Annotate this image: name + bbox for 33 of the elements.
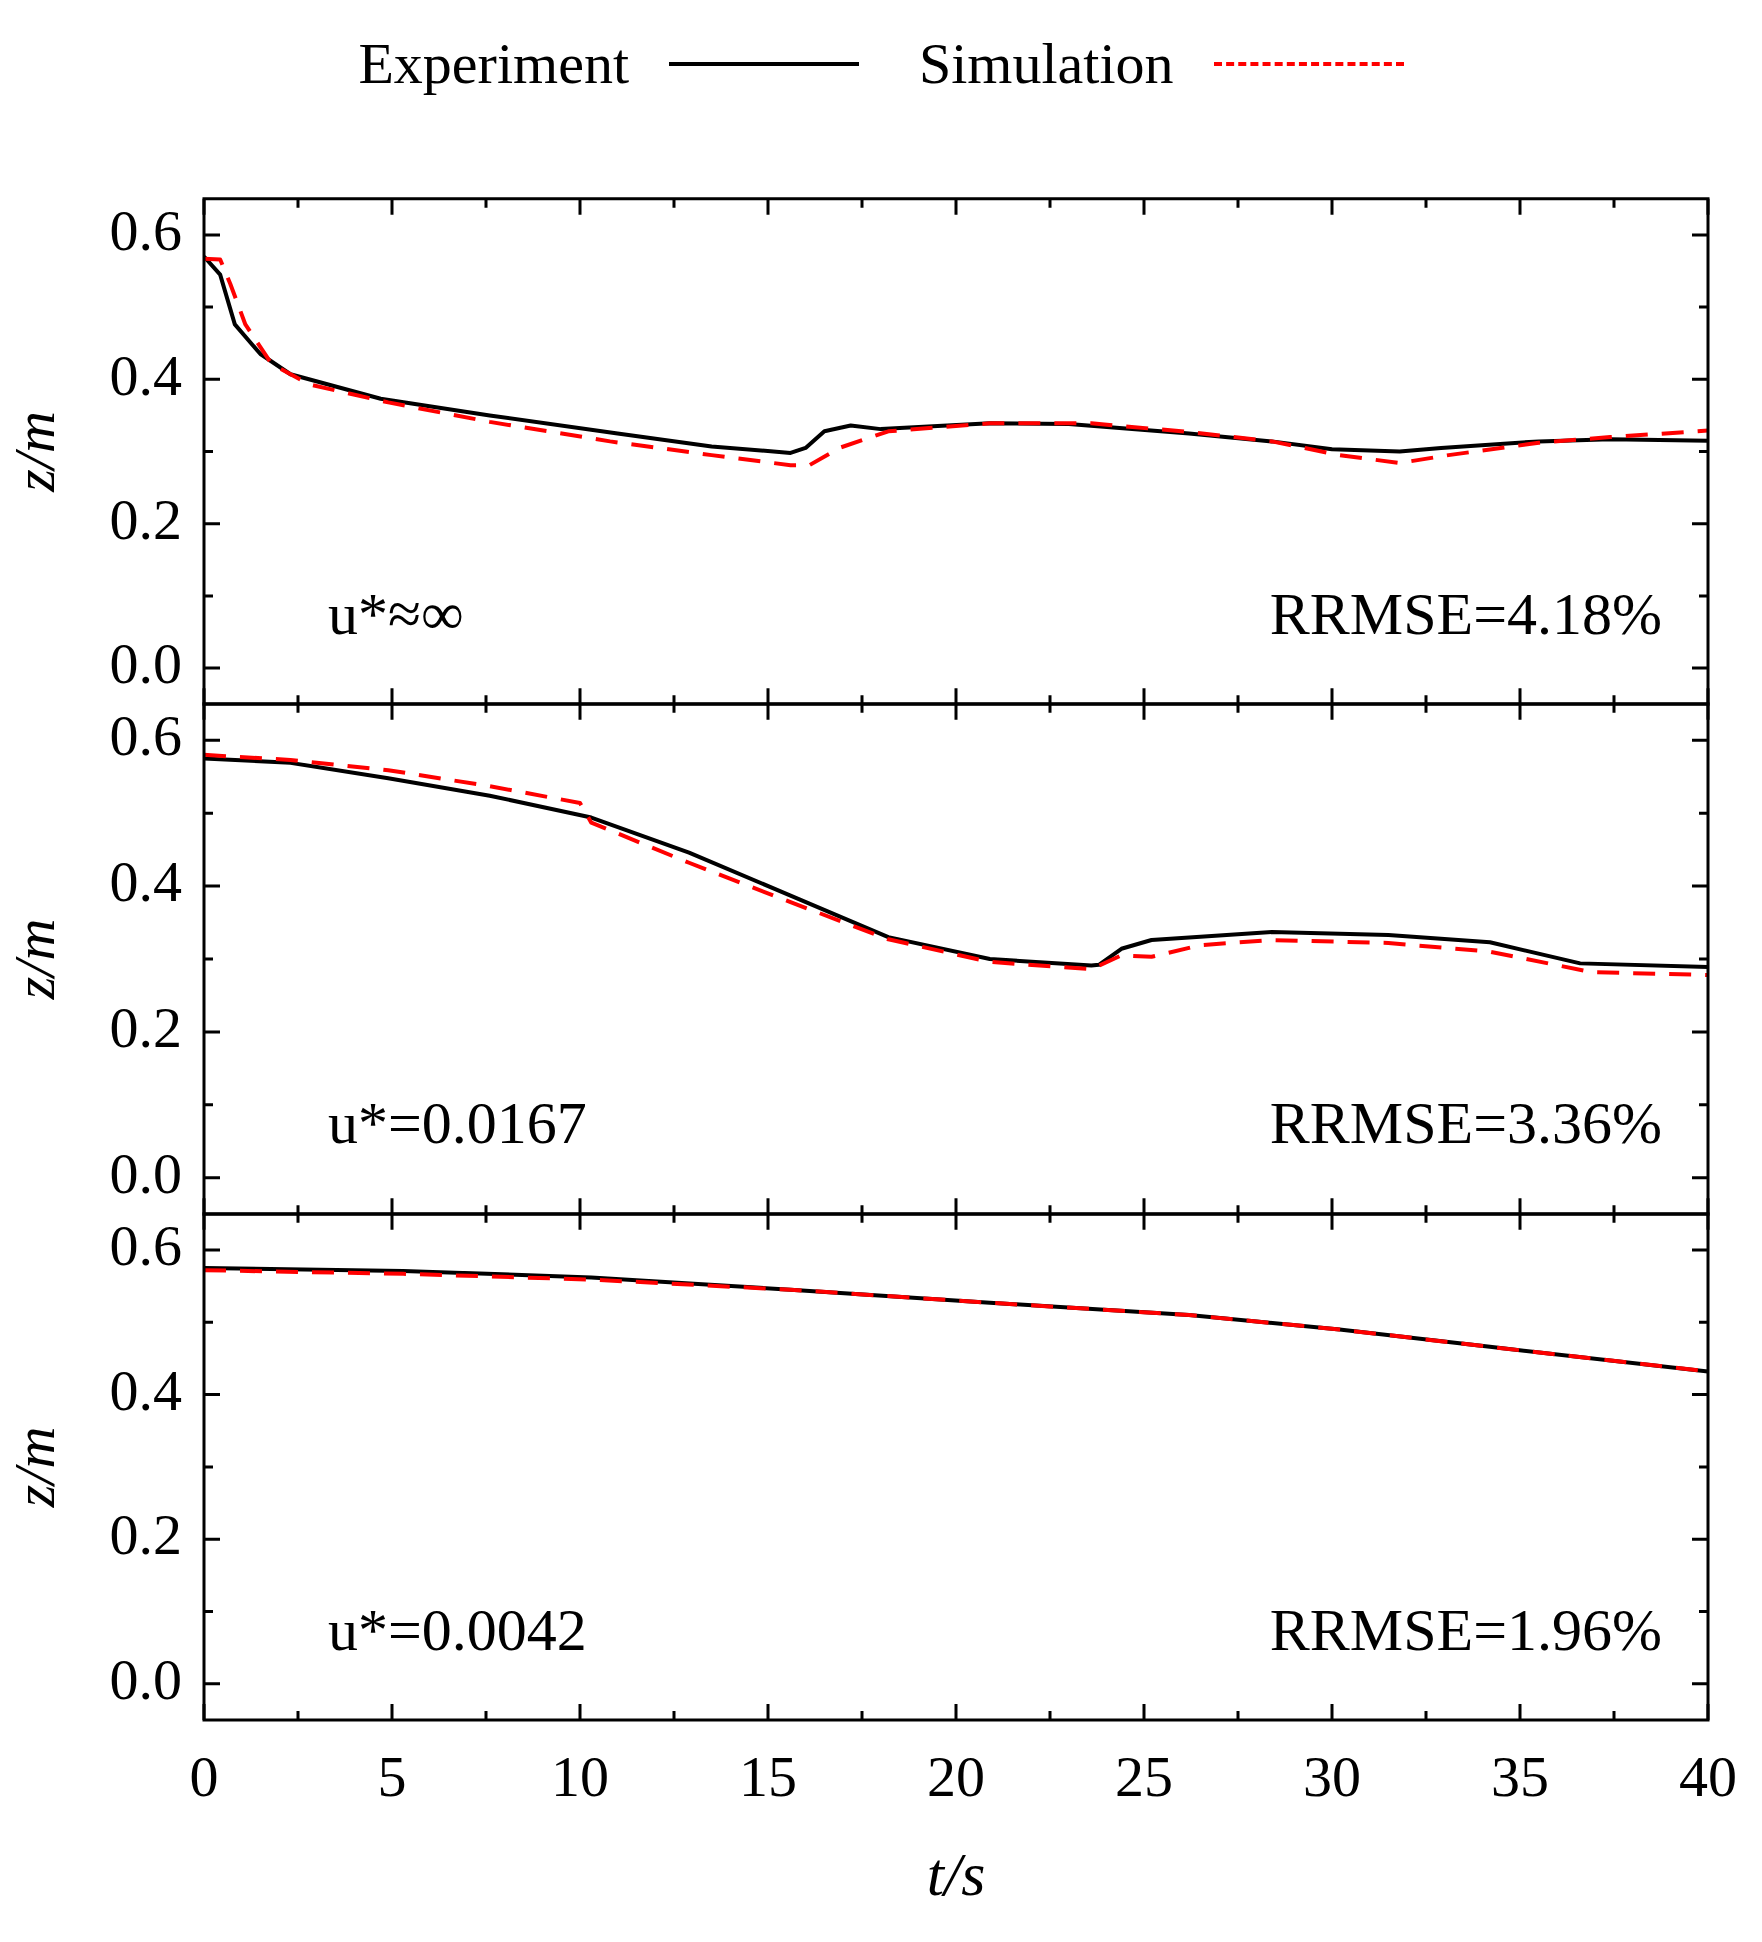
y-tick-label: 0.0 <box>109 1140 182 1206</box>
y-tick-label: 0.2 <box>109 995 182 1061</box>
x-tick-label: 40 <box>1679 1744 1737 1810</box>
annotation: RRMSE=4.18% <box>1269 581 1662 647</box>
y-tick-label: 0.6 <box>109 1213 182 1279</box>
annotation: u*=0.0167 <box>328 1090 587 1157</box>
y-tick-label: 0.2 <box>109 486 182 552</box>
annotation: RRMSE=3.36% <box>1269 1090 1662 1157</box>
x-tick-label: 15 <box>739 1744 797 1810</box>
x-axis-title: t/s <box>926 1840 986 1909</box>
legend-label: Simulation <box>919 30 1174 97</box>
y-tick-label: 0.4 <box>109 849 182 915</box>
x-tick-label: 20 <box>927 1744 985 1810</box>
y-tick-label: 0.2 <box>109 1502 182 1568</box>
y-tick-label: 0.0 <box>109 1647 182 1713</box>
y-tick-label: 0.6 <box>109 198 182 264</box>
annotation: u*=0.0042 <box>328 1596 587 1663</box>
y-axis-title: z/m <box>2 1426 68 1509</box>
y-tick-label: 0.4 <box>109 342 182 408</box>
x-tick-label: 25 <box>1115 1744 1173 1810</box>
x-tick-label: 10 <box>551 1744 609 1810</box>
legend-label: Experiment <box>358 30 629 97</box>
x-tick-label: 5 <box>377 1744 407 1810</box>
y-tick-label: 0.4 <box>109 1357 182 1423</box>
annotation: u*≈∞ <box>328 581 464 647</box>
y-axis-title: z/m <box>2 411 68 493</box>
annotation: RRMSE=1.96% <box>1269 1596 1662 1663</box>
y-axis-title: z/m <box>2 918 68 1001</box>
y-tick-label: 0.6 <box>109 703 182 769</box>
x-tick-label: 35 <box>1491 1744 1549 1810</box>
x-tick-label: 30 <box>1303 1744 1361 1810</box>
y-tick-label: 0.0 <box>109 631 182 697</box>
x-tick-label: 0 <box>189 1744 219 1810</box>
